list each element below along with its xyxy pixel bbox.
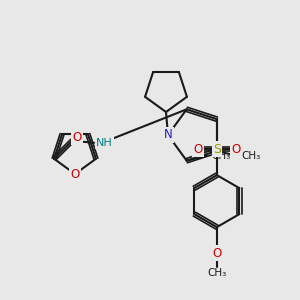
Text: O: O — [73, 131, 82, 144]
Text: O: O — [212, 247, 221, 260]
Text: O: O — [231, 142, 241, 156]
Text: CH₃: CH₃ — [212, 151, 231, 161]
Text: CH₃: CH₃ — [242, 151, 261, 161]
Text: CH₃: CH₃ — [207, 268, 226, 278]
Text: O: O — [70, 167, 80, 181]
Text: O: O — [193, 142, 203, 156]
Text: S: S — [213, 142, 221, 156]
Text: N: N — [164, 128, 172, 142]
Text: NH: NH — [96, 138, 113, 148]
